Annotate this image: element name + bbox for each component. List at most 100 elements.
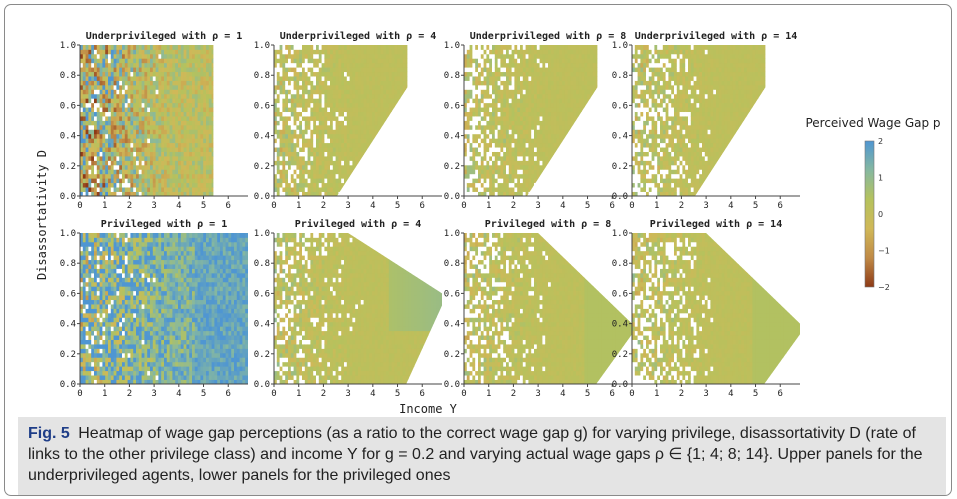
heatmap-cell xyxy=(307,164,311,170)
heatmap-cell xyxy=(383,89,387,95)
heatmap-cell xyxy=(436,116,439,121)
heatmap-cell xyxy=(299,182,303,188)
heatmap-cell xyxy=(332,84,336,90)
heatmap-cell xyxy=(217,121,220,126)
heatmap-cell xyxy=(186,80,190,86)
heatmap-cell xyxy=(324,164,328,170)
x-tick-label: 0 xyxy=(77,201,82,211)
heatmap-cell xyxy=(285,164,289,170)
heatmap-cell xyxy=(511,120,515,126)
heatmap-cell xyxy=(500,124,504,130)
heatmap-cell xyxy=(363,45,367,50)
heatmap-cell xyxy=(372,116,376,121)
heatmap-cell xyxy=(234,160,237,165)
heatmap-cell xyxy=(197,156,201,161)
heatmap-cell xyxy=(150,71,154,77)
heatmap-cell xyxy=(506,151,510,157)
heatmap-cell xyxy=(169,107,173,113)
heatmap-cell xyxy=(234,49,237,54)
heatmap-cell xyxy=(136,120,140,126)
heatmap-cell xyxy=(234,187,237,192)
heatmap-cell xyxy=(346,107,350,113)
heatmap-cell xyxy=(279,124,283,130)
heatmap-cell xyxy=(425,152,428,157)
heatmap-cell xyxy=(425,125,428,130)
heatmap-cell xyxy=(388,93,392,99)
heatmap-cell xyxy=(288,71,292,77)
heatmap-cell xyxy=(226,76,229,81)
heatmap-cell xyxy=(178,98,182,104)
heatmap-cell xyxy=(194,173,198,179)
heatmap-cell xyxy=(223,178,226,183)
heatmap-cell xyxy=(122,98,126,104)
heatmap-cell xyxy=(417,152,420,157)
heatmap-cell xyxy=(434,98,437,103)
heatmap-cell xyxy=(506,58,510,64)
heatmap-cell xyxy=(335,147,339,152)
heatmap-cell xyxy=(380,49,384,55)
heatmap-cell xyxy=(189,187,193,192)
heatmap-cell xyxy=(82,124,86,130)
heatmap-cell xyxy=(475,178,479,184)
heatmap-cell xyxy=(206,156,210,161)
heatmap-cell xyxy=(428,107,431,112)
heatmap-cell xyxy=(358,116,362,121)
heatmap-cell xyxy=(520,53,524,59)
heatmap-cell xyxy=(158,124,162,130)
heatmap-cell xyxy=(164,76,168,81)
heatmap-cell xyxy=(223,152,226,157)
heatmap-cell xyxy=(116,98,120,104)
heatmap-cell xyxy=(466,49,470,55)
heatmap-cell xyxy=(422,187,425,192)
heatmap-cell xyxy=(105,84,109,90)
heatmap-cell xyxy=(475,62,479,68)
heatmap-cell xyxy=(99,102,103,108)
heatmap-cell xyxy=(349,76,353,81)
heatmap-cell xyxy=(102,62,106,68)
heatmap-cell xyxy=(391,160,395,166)
heatmap-cell xyxy=(144,107,148,113)
heatmap-cell xyxy=(472,93,476,99)
heatmap-cell xyxy=(480,76,484,81)
heatmap-cell xyxy=(166,80,170,86)
heatmap-cell xyxy=(480,182,484,188)
heatmap-cell xyxy=(486,58,490,64)
heatmap-cell xyxy=(388,164,392,170)
heatmap-cell xyxy=(391,178,395,184)
heatmap-cell xyxy=(377,187,381,192)
heatmap-cell xyxy=(282,84,286,90)
heatmap-cell xyxy=(428,138,431,143)
heatmap-cell xyxy=(102,129,106,135)
heatmap-cell xyxy=(383,147,387,152)
heatmap-cell xyxy=(231,178,234,183)
heatmap-cell xyxy=(150,89,154,95)
heatmap-cell xyxy=(113,151,117,157)
heatmap-cell xyxy=(475,147,479,152)
heatmap-cell xyxy=(486,129,490,135)
heatmap-cell xyxy=(197,107,201,113)
heatmap-cell xyxy=(475,133,479,139)
heatmap-cell xyxy=(133,89,137,95)
heatmap-cell xyxy=(242,72,245,77)
heatmap-cell xyxy=(290,129,294,135)
heatmap-cell xyxy=(310,111,314,117)
heatmap-cell xyxy=(124,53,128,59)
heatmap-cell xyxy=(360,107,364,113)
heatmap-cell xyxy=(372,93,376,99)
heatmap-cell xyxy=(211,80,214,86)
heatmap-cell xyxy=(203,151,207,157)
heatmap-cell xyxy=(302,151,306,157)
heatmap-cell xyxy=(434,134,437,139)
heatmap-cell xyxy=(508,120,512,126)
heatmap-cell xyxy=(428,169,431,174)
heatmap-cell xyxy=(113,93,117,99)
heatmap-cell xyxy=(469,45,473,50)
heatmap-cell xyxy=(94,62,98,68)
heatmap-cell xyxy=(344,71,348,77)
heatmap-cell xyxy=(175,49,179,55)
heatmap-cell xyxy=(508,80,512,86)
heatmap-cell xyxy=(372,71,376,77)
heatmap-cell xyxy=(180,98,184,104)
heatmap-cell xyxy=(511,62,515,68)
heatmap-cell xyxy=(141,124,145,130)
